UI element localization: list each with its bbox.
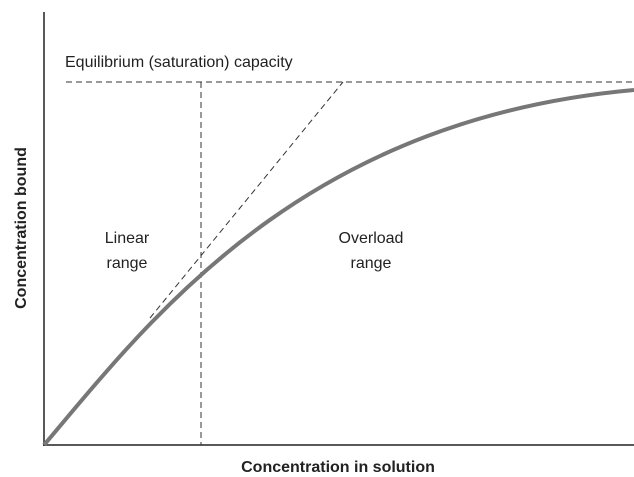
overload-label: Overload bbox=[339, 230, 404, 247]
overload-label: range bbox=[351, 255, 392, 272]
isotherm-curve bbox=[42, 88, 634, 447]
linear-tangent bbox=[149, 81, 344, 319]
y-axis-label: Concentration bound bbox=[13, 147, 30, 309]
linear-label: Linear bbox=[105, 230, 150, 247]
capacity-label: Equilibrium (saturation) capacity bbox=[65, 54, 293, 71]
x-axis-label: Concentration in solution bbox=[241, 459, 435, 476]
linear-label: range bbox=[107, 255, 148, 272]
